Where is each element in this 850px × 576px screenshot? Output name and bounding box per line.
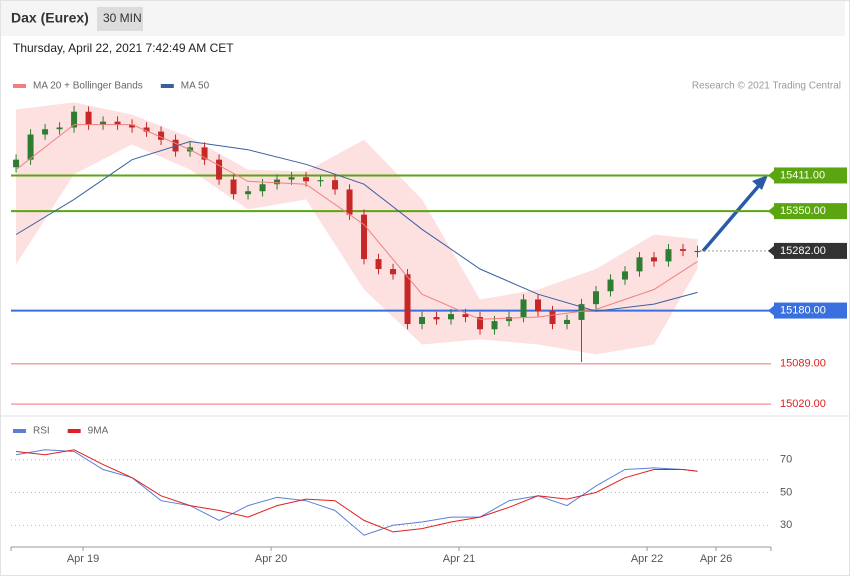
candle-body (419, 317, 426, 325)
candle-body (100, 121, 107, 125)
candle-body (390, 269, 397, 275)
candle-body (433, 317, 440, 320)
x-tick-label: Apr 19 (67, 553, 99, 565)
series-line (16, 449, 698, 533)
legend-swatch (67, 429, 81, 433)
candle-body (636, 257, 643, 272)
candle-body (71, 111, 78, 128)
level-label: 15020.00 (780, 398, 826, 410)
candle-body (158, 131, 165, 140)
candle-body (375, 259, 382, 270)
legend-swatch (13, 84, 26, 88)
candle-body (404, 274, 411, 325)
legend-swatch (13, 429, 26, 433)
level-pointer (768, 305, 774, 316)
candle-body (622, 271, 629, 280)
candle-body (27, 134, 34, 160)
interval-label[interactable]: 30 MIN (103, 11, 142, 25)
level-box (774, 167, 847, 184)
level-box (774, 302, 847, 319)
candle-body (506, 317, 513, 322)
candle-body (361, 214, 368, 260)
legend-label: MA 20 + Bollinger Bands (33, 81, 143, 92)
x-tick-label: Apr 26 (700, 553, 732, 565)
forecast-arrow (701, 180, 764, 253)
x-tick-label: Apr 22 (631, 553, 663, 565)
level-pointer (768, 170, 774, 181)
candle-body (448, 314, 455, 320)
candle-body (143, 127, 150, 132)
series-line (15, 140, 698, 312)
forecast-arrow-head (752, 175, 768, 190)
legend-swatch (160, 84, 174, 88)
candle-body (477, 317, 484, 330)
x-tick-label: Apr 21 (443, 553, 475, 565)
y-tick-label: 70 (780, 454, 792, 466)
level-label: 15411.00 (780, 169, 825, 181)
series-line (15, 124, 698, 320)
candle-body (332, 180, 339, 190)
candle-body (85, 111, 92, 125)
candle-body (520, 299, 527, 317)
candle-body (259, 184, 266, 192)
level-label: 15282.00 (780, 245, 826, 257)
interval-button[interactable] (97, 7, 143, 31)
candle-body (679, 249, 686, 251)
source: Research © 2021 Trading Central (692, 81, 841, 92)
x-tick-label: Apr 20 (255, 553, 287, 565)
legend-label: RSI (33, 426, 50, 437)
candle-body (564, 319, 571, 325)
candle-body (13, 159, 20, 168)
level-pointer (768, 206, 774, 217)
legend-label: MA 50 (181, 81, 210, 92)
candle-body (114, 121, 121, 125)
candle-body (42, 129, 49, 135)
chart-title: Dax (Eurex) (11, 10, 89, 26)
candle-body (593, 291, 600, 305)
candle-body (491, 321, 498, 330)
candle-body (303, 177, 310, 182)
candle-body (462, 314, 469, 317)
level-label: 15350.00 (780, 205, 826, 217)
candle-body (216, 159, 223, 180)
candle-body (665, 249, 672, 262)
y-tick-label: 50 (780, 486, 792, 498)
candle-body (230, 179, 237, 195)
level-label: 15089.00 (780, 358, 826, 370)
candle-body (346, 189, 353, 215)
level-box (774, 242, 847, 259)
candle-body (317, 180, 324, 182)
legend-label: 9MA (88, 426, 109, 437)
candle-body (274, 179, 281, 185)
candle-body (607, 279, 614, 292)
candle-body (245, 191, 252, 195)
y-tick-label: 30 (780, 519, 792, 531)
level-box (774, 203, 847, 220)
candle-body (56, 127, 63, 130)
candle-body (201, 147, 208, 160)
candle-body (694, 250, 701, 253)
timestamp: Thursday, April 22, 2021 7:42:49 AM CET (13, 41, 234, 55)
candle-body (288, 177, 295, 180)
candle-body (549, 311, 556, 325)
level-label: 15180.00 (780, 304, 826, 316)
candle-body (129, 124, 136, 128)
bollinger-band (16, 102, 698, 355)
candle-body (578, 304, 585, 320)
candle-body (650, 257, 657, 262)
candle-body (535, 299, 542, 312)
level-pointer (768, 245, 774, 256)
